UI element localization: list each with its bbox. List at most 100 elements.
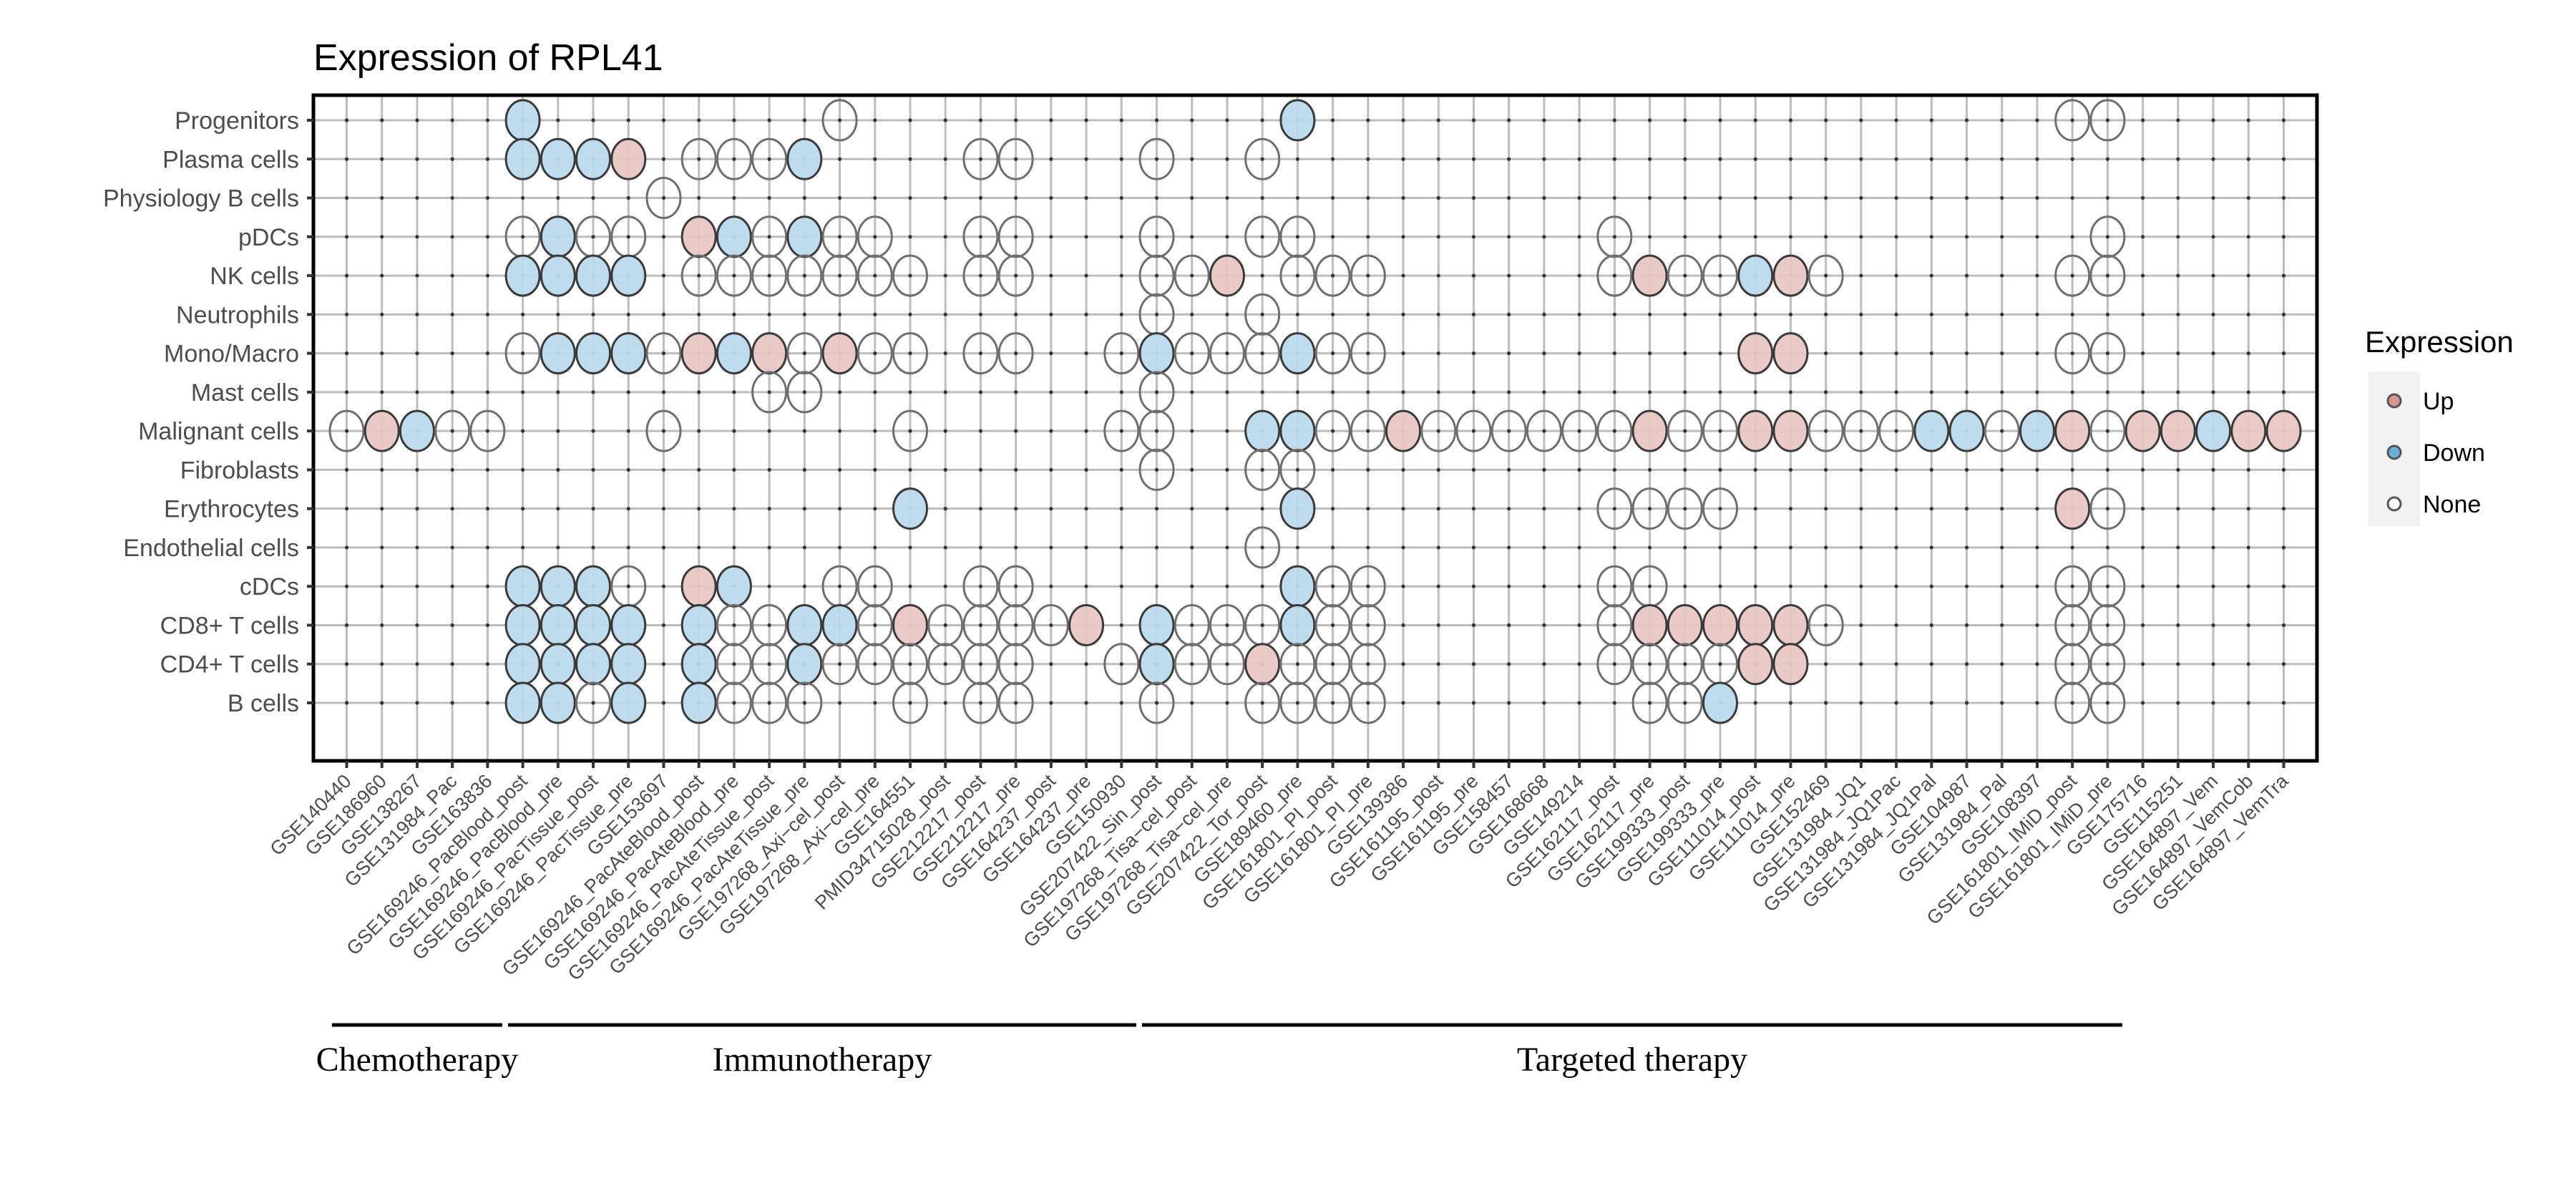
point-none (857, 332, 893, 375)
point-up (364, 409, 400, 452)
grid-node (626, 584, 630, 588)
grid-node (1753, 584, 1757, 588)
grid-node (1612, 701, 1616, 705)
grid-node (626, 429, 630, 433)
legend-title: Expression (2365, 325, 2514, 359)
grid-node (1542, 195, 1546, 200)
grid-node (1753, 157, 1757, 161)
grid-node (1084, 467, 1088, 472)
grid-node (2176, 584, 2180, 588)
grid-node (1718, 545, 1722, 550)
grid-node (2141, 545, 2145, 550)
grid-node (1225, 157, 1229, 161)
grid-node (2035, 157, 2039, 161)
grid-node (1824, 467, 1828, 472)
grid-node (1331, 118, 1335, 122)
y-tick-label: Malignant cells (138, 418, 299, 445)
grid-node (1507, 701, 1511, 705)
grid-node (1683, 507, 1687, 511)
grid-node (380, 157, 384, 161)
grid-node (1119, 390, 1123, 394)
point-none (2089, 254, 2126, 297)
grid-node (978, 351, 983, 356)
point-up (1068, 603, 1105, 646)
grid-node (2246, 507, 2250, 511)
grid-node (1014, 467, 1018, 472)
grid-node (1929, 157, 1933, 161)
point-none (1209, 332, 1245, 375)
point-up (2054, 409, 2091, 452)
grid-node (1049, 467, 1053, 472)
grid-node (2000, 623, 2004, 628)
grid-node (344, 429, 349, 433)
grid-node (1014, 157, 1018, 161)
point-none (927, 643, 964, 686)
grid-node (1471, 623, 1476, 628)
point-none (1807, 254, 1844, 297)
grid-node (1049, 701, 1053, 705)
point-none (1702, 487, 1739, 530)
grid-node (1436, 351, 1440, 356)
grid-node (1824, 118, 1828, 122)
grid-node (556, 507, 560, 511)
grid-node (2211, 545, 2215, 550)
point-none (751, 681, 788, 724)
grid-node (2035, 195, 2039, 200)
grid-node (2000, 157, 2004, 161)
grid-node (943, 662, 947, 666)
point-none (575, 681, 612, 724)
grid-node (873, 701, 877, 705)
point-none (1807, 603, 1844, 646)
point-none (1314, 603, 1351, 646)
grid-node (2281, 351, 2286, 356)
point-none (1350, 643, 1386, 686)
grid-node (1366, 118, 1370, 122)
point-down (786, 137, 823, 180)
grid-node (732, 195, 736, 200)
grid-node (978, 235, 983, 239)
grid-node (1894, 662, 1898, 666)
grid-node (1331, 351, 1335, 356)
point-down (610, 254, 647, 297)
grid-node (450, 118, 454, 122)
grid-node (1436, 118, 1440, 122)
grid-node (697, 507, 701, 511)
grid-node (767, 273, 771, 278)
grid-node (908, 390, 912, 394)
grid-node (1683, 118, 1687, 122)
grid-node (2035, 507, 2039, 511)
grid-node (978, 623, 983, 628)
grid-node (1577, 662, 1581, 666)
grid-node (2141, 312, 2145, 316)
point-none (751, 137, 788, 180)
grid-node (1119, 195, 1123, 200)
grid-node (1753, 118, 1757, 122)
plot-grid (313, 95, 2317, 761)
grid-node (1331, 157, 1335, 161)
point-none (1103, 643, 1140, 686)
point-down (1279, 603, 1316, 646)
y-tick-label: B cells (228, 690, 299, 717)
grid-node (802, 701, 806, 705)
grid-node (1542, 545, 1546, 550)
grid-node (1824, 584, 1828, 588)
group-label: Immunotherapy (713, 1041, 932, 1079)
point-up (2230, 409, 2267, 452)
grid-node (978, 662, 983, 666)
grid-node (1014, 584, 1018, 588)
grid-node (380, 467, 384, 472)
grid-node (2000, 429, 2004, 433)
grid-node (1577, 351, 1581, 356)
grid-node (837, 312, 842, 316)
point-none (892, 332, 928, 375)
point-up (1702, 603, 1739, 646)
grid-node (1014, 118, 1018, 122)
grid-node (2000, 467, 2004, 472)
grid-node (1612, 467, 1616, 472)
grid-node (1190, 662, 1194, 666)
grid-node (767, 235, 771, 239)
grid-node (1331, 390, 1335, 394)
grid-node (1084, 507, 1088, 511)
grid-node (415, 390, 419, 394)
grid-node (2176, 273, 2180, 278)
